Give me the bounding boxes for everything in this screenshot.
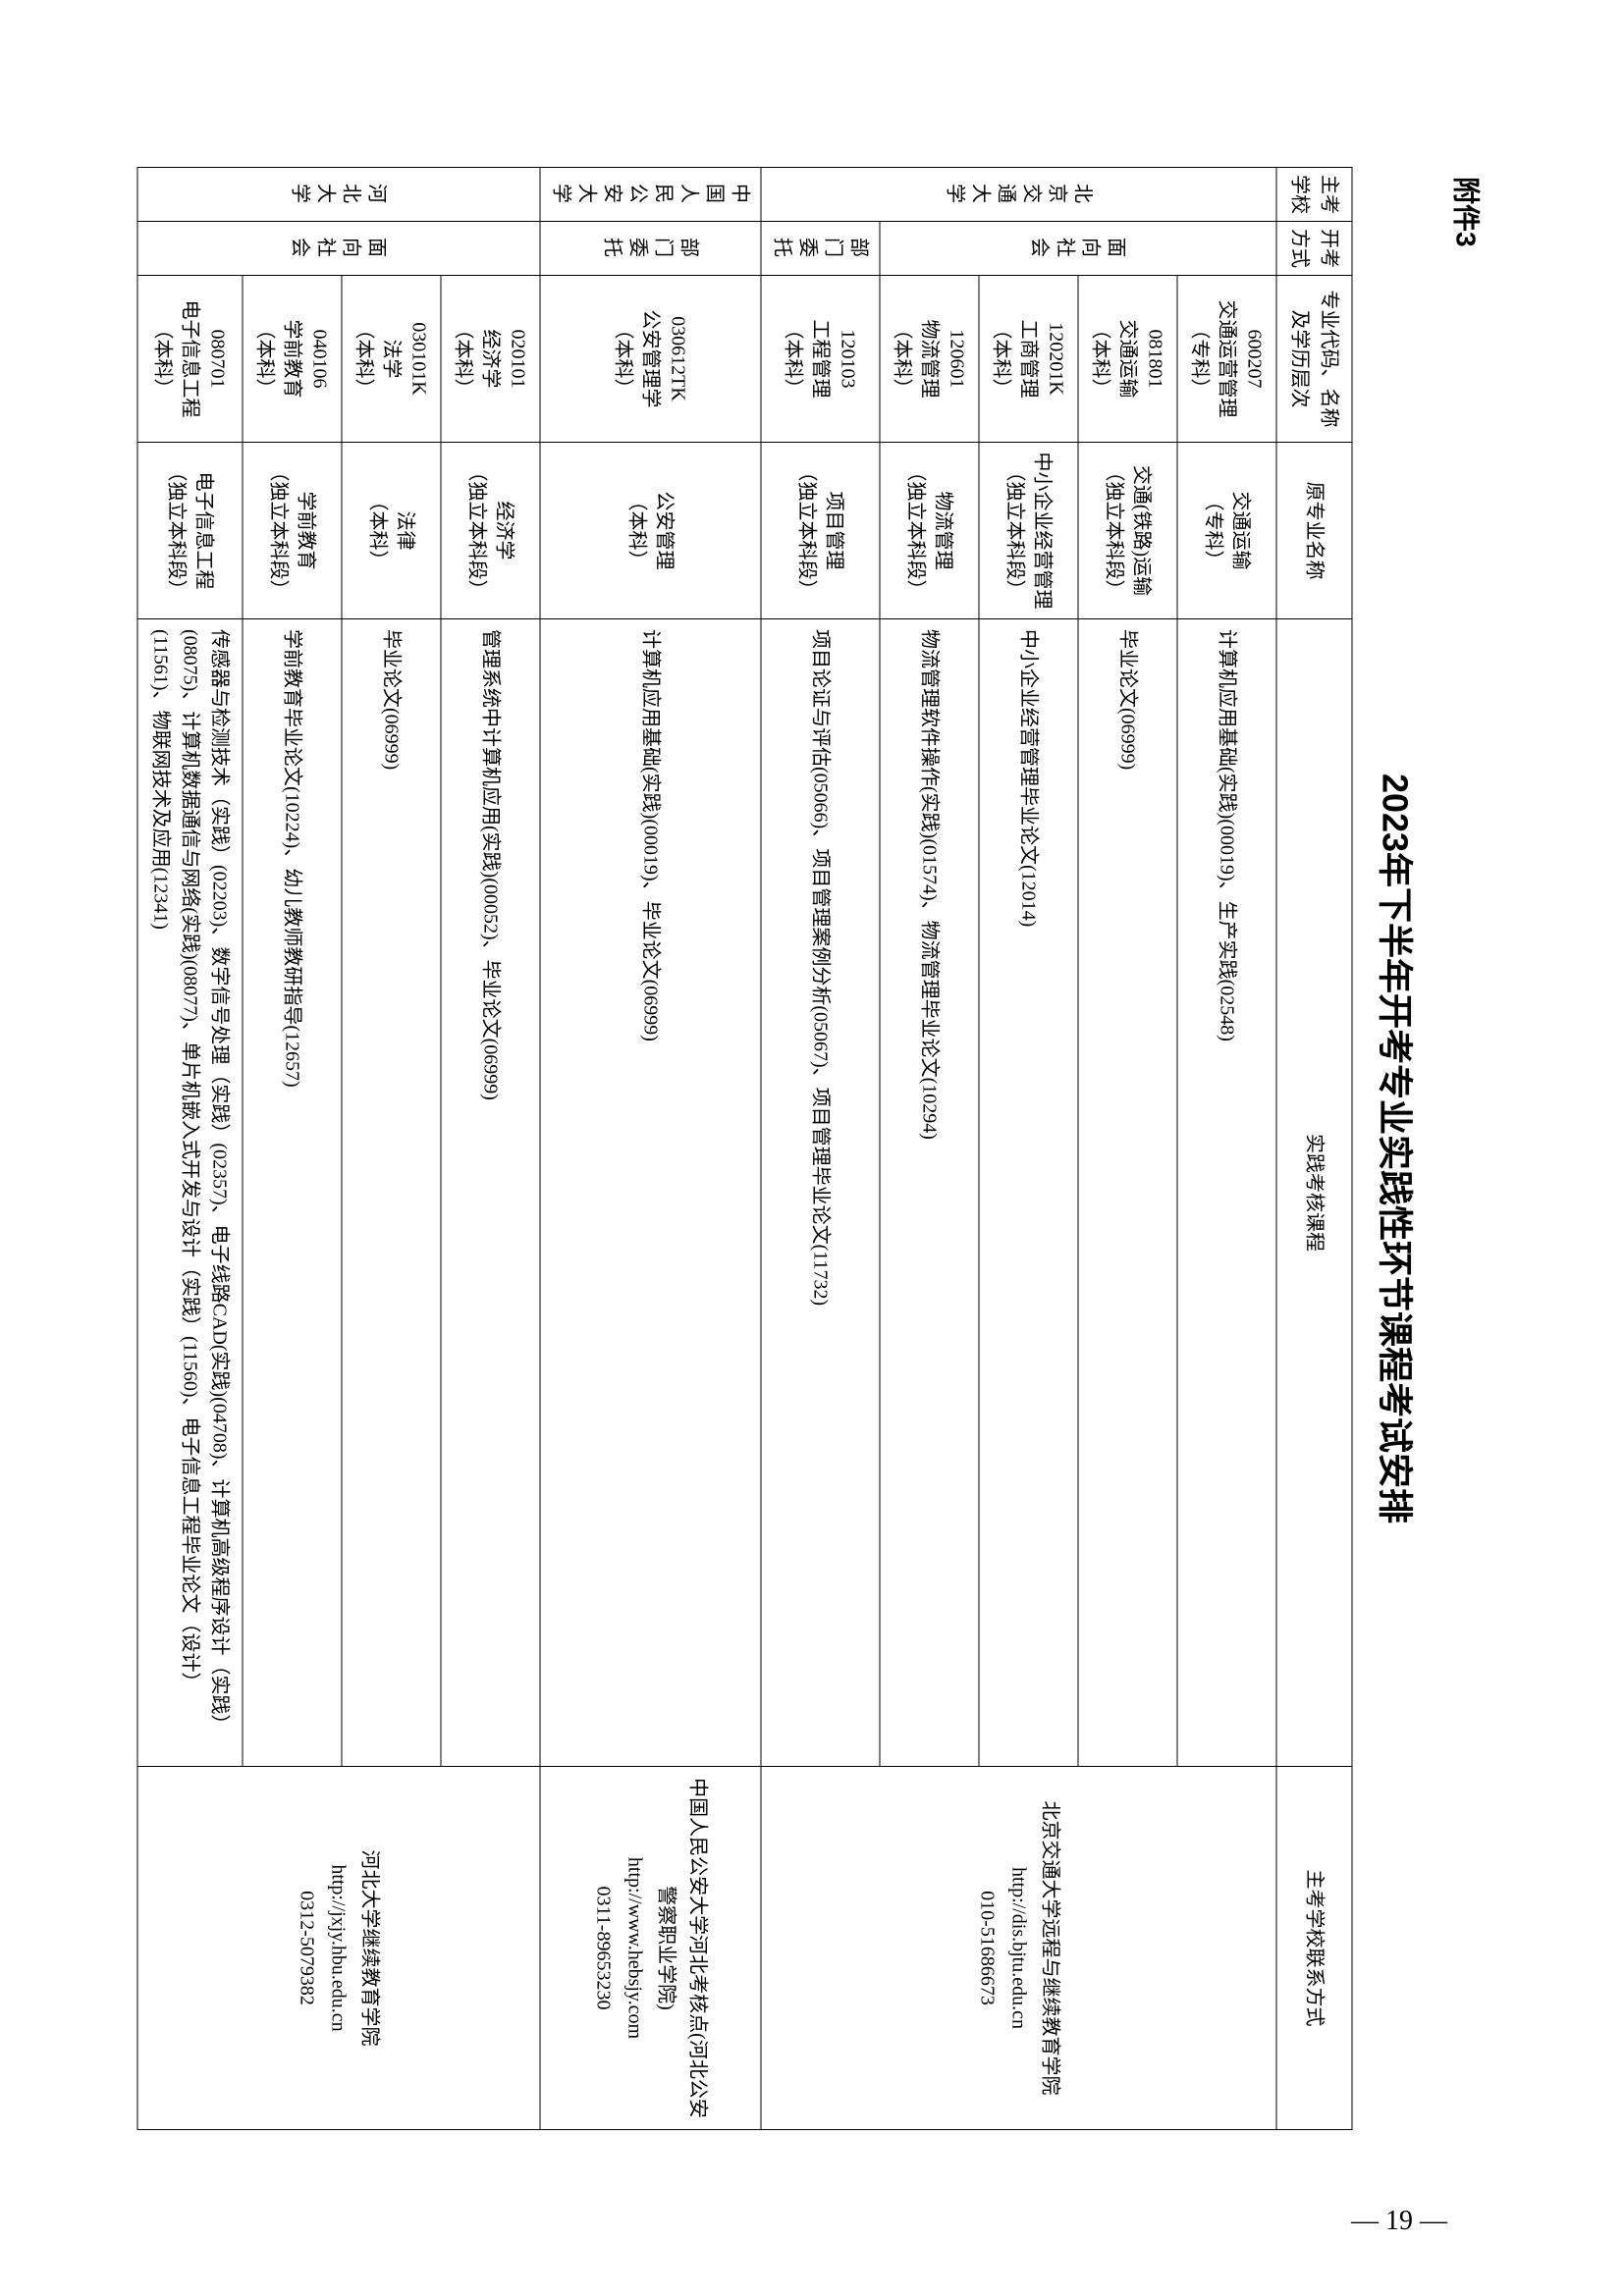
courses-cell: 项目论证与评估(05066)、项目管理案例分析(05067)、项目管理毕业论文(…	[761, 618, 880, 1766]
major-cell: 080701电子信息工程（本科）	[137, 275, 243, 442]
courses-cell: 毕业论文(06999)	[1078, 618, 1177, 1766]
header-oldname: 原专业名称	[1276, 442, 1352, 618]
courses-cell: 中小企业经营管理毕业论文(12014)	[979, 618, 1078, 1766]
contact-cell: 河北大学继续教育学院http://jxjy.hbu.edu.cn0312-507…	[137, 1766, 540, 2129]
table-row: 中国人民公安大学部门委托030612TK公安管理学（本科）公安管理（本科）计算机…	[540, 167, 761, 2129]
courses-cell: 学前教育毕业论文(10224)、幼儿教师教研指导(12657)	[243, 618, 342, 1766]
major-cell: 020101经济学（本科）	[441, 275, 540, 442]
oldname-cell: 经济学（独立本科段）	[441, 442, 540, 618]
oldname-cell: 电子信息工程（独立本科段）	[137, 442, 243, 618]
courses-cell: 毕业论文(06999)	[342, 618, 441, 1766]
courses-cell: 物流管理软件操作(实践)(01574)、物流管理毕业论文(10294)	[880, 618, 979, 1766]
page-title: 2023年下半年开考专业实践性环节课程考试安排	[1373, 167, 1424, 2130]
major-cell: 600207交通运营管理（专科）	[1177, 275, 1276, 442]
oldname-cell: 法律（本科）	[342, 442, 441, 618]
header-courses: 实践考核课程	[1276, 618, 1352, 1766]
table-header-row: 主考学校 开考方式 专业代码、名称及学历层次 原专业名称 实践考核课程 主考学校…	[1276, 167, 1352, 2129]
major-cell: 120201K工商管理（本科）	[979, 275, 1078, 442]
table-row: 北京交通大学面向社会600207交通运营管理（专科）交通运输（专科）计算机应用基…	[1177, 167, 1276, 2129]
school-cell: 北京交通大学	[761, 167, 1276, 221]
method-cell: 面向社会	[880, 221, 1276, 275]
school-cell: 河北大学	[137, 167, 540, 221]
contact-cell: 中国人民公安大学河北考核点(河北公安警察职业学院)http://www.hebs…	[540, 1766, 761, 2129]
exam-schedule-table: 主考学校 开考方式 专业代码、名称及学历层次 原专业名称 实践考核课程 主考学校…	[137, 167, 1353, 2130]
oldname-cell: 项目管理（独立本科段）	[761, 442, 880, 618]
school-cell: 中国人民公安大学	[540, 167, 761, 221]
major-cell: 030101K法学（本科）	[342, 275, 441, 442]
major-cell: 081801交通运输（本科）	[1078, 275, 1177, 442]
major-cell: 120103工程管理（本科）	[761, 275, 880, 442]
attachment-label: 附件3	[1448, 177, 1488, 2130]
major-cell: 030612TK公安管理学（本科）	[540, 275, 761, 442]
oldname-cell: 学前教育（独立本科段）	[243, 442, 342, 618]
table-row: 河北大学面向社会020101经济学（本科）经济学（独立本科段）管理系统中计算机应…	[441, 167, 540, 2129]
courses-cell: 传感器与检测技术（实践）(02203)、数字信号处理（实践）(02357)、电子…	[137, 618, 243, 1766]
oldname-cell: 交通(铁路)运输（独立本科段）	[1078, 442, 1177, 618]
method-cell: 部门委托	[761, 221, 880, 275]
method-cell: 部门委托	[540, 221, 761, 275]
major-cell: 040106学前教育（本科）	[243, 275, 342, 442]
oldname-cell: 中小企业经营管理（独立本科段）	[979, 442, 1078, 618]
courses-cell: 管理系统中计算机应用(实践)(00052)、毕业论文(06999)	[441, 618, 540, 1766]
courses-cell: 计算机应用基础(实践)(00019)、毕业论文(06999)	[540, 618, 761, 1766]
header-major: 专业代码、名称及学历层次	[1276, 275, 1352, 442]
courses-cell: 计算机应用基础(实践)(00019)、生产实践(02548)	[1177, 618, 1276, 1766]
method-cell: 面向社会	[137, 221, 540, 275]
oldname-cell: 公安管理（本科）	[540, 442, 761, 618]
header-school: 主考学校	[1276, 167, 1352, 221]
header-contact: 主考学校联系方式	[1276, 1766, 1352, 2129]
contact-cell: 北京交通大学远程与继续教育学院http://dis.bjtu.edu.cn010…	[761, 1766, 1276, 2129]
oldname-cell: 物流管理（独立本科段）	[880, 442, 979, 618]
oldname-cell: 交通运输（专科）	[1177, 442, 1276, 618]
header-method: 开考方式	[1276, 221, 1352, 275]
page-number: — 19 —	[1351, 2206, 1447, 2237]
major-cell: 120601物流管理（本科）	[880, 275, 979, 442]
